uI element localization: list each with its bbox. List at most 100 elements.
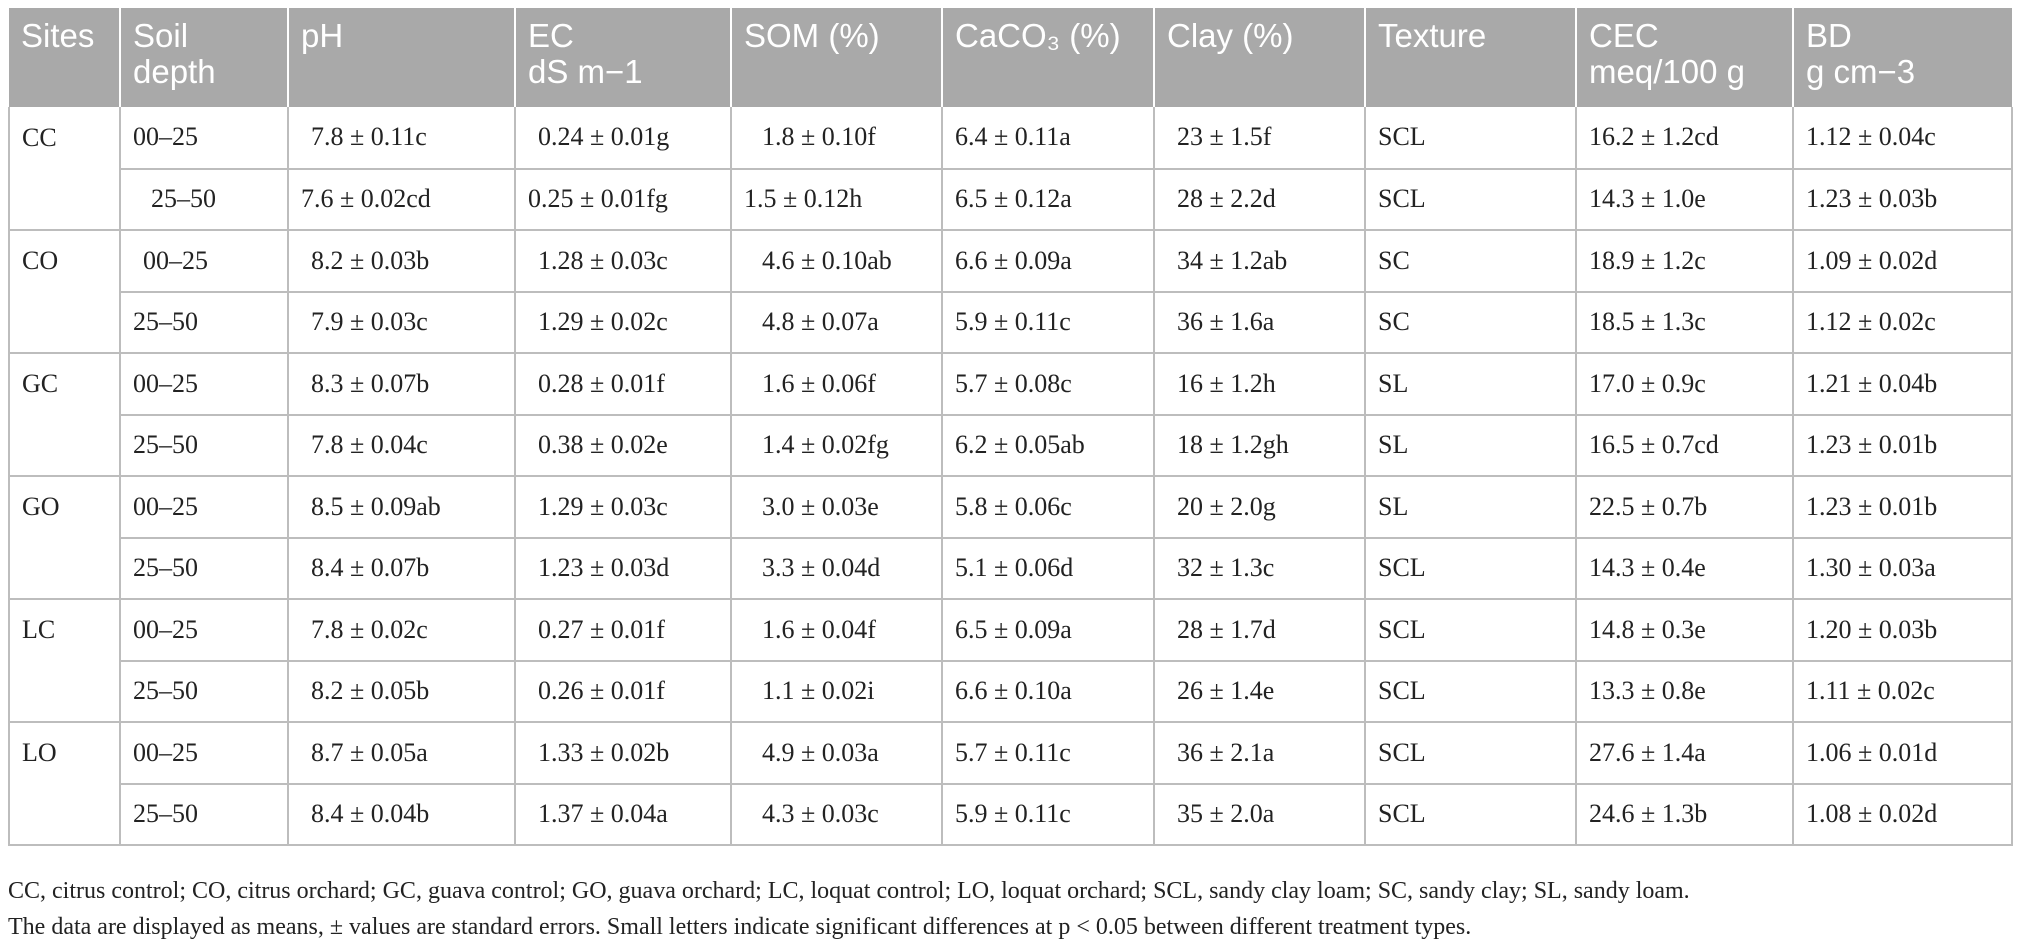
site-cell: GC <box>8 353 121 415</box>
table-cell-cec: 18.5 ± 1.3c <box>1576 291 1794 354</box>
table-cell-ec: 0.27 ± 0.01f <box>515 599 732 662</box>
table-cell-cec: 27.6 ± 1.4a <box>1576 722 1794 785</box>
table-cell-som: 1.5 ± 0.12h <box>731 168 943 231</box>
table-cell-texture: SCL <box>1365 537 1577 600</box>
table-cell-ec: 1.29 ± 0.03c <box>515 476 732 539</box>
table-cell-soil-depth: 00–25 <box>120 353 289 416</box>
table-cell-soil-depth: 25–50 <box>120 537 289 600</box>
table-row: 25–50 8.4 ± 0.04b 1.37 ± 0.04a 4.3 ± 0.03c 5… <box>8 783 2013 846</box>
table-row: CC 00–25 7.8 ± 0.11c 0.24 ± 0.01g 1.8 ± 0.10… <box>8 107 2013 170</box>
table-cell-bd: 1.21 ± 0.04b <box>1793 353 2013 416</box>
table-cell-cec: 18.9 ± 1.2c <box>1576 230 1794 293</box>
column-header-line: meq/100 g <box>1589 53 1745 90</box>
table-row: 25–50 7.8 ± 0.04c 0.38 ± 0.02e 1.4 ± 0.02fg… <box>8 414 2013 477</box>
table-cell-bd: 1.20 ± 0.03b <box>1793 599 2013 662</box>
table-cell-texture: SCL <box>1365 599 1577 662</box>
table-cell-cec: 16.5 ± 0.7cd <box>1576 414 1794 477</box>
site-cell <box>8 168 121 231</box>
table-body: CC 00–25 7.8 ± 0.11c 0.24 ± 0.01g 1.8 ± 0.10… <box>8 107 2013 846</box>
table-cell-cec: 22.5 ± 0.7b <box>1576 476 1794 539</box>
table-cell-texture: SCL <box>1365 660 1577 723</box>
table-cell-ph: 8.4 ± 0.04b <box>288 783 516 846</box>
table-cell-soil-depth: 25–50 <box>120 783 289 846</box>
table-cell-soil-depth: 00–25 <box>120 599 289 662</box>
table-cell-soil-depth: 00–25 <box>120 476 289 539</box>
table-cell-ec: 1.23 ± 0.03d <box>515 537 732 600</box>
column-header-bd: BD g cm−3 <box>1793 8 2012 107</box>
table-cell-texture: SCL <box>1365 168 1577 231</box>
table-cell-som: 4.9 ± 0.03a <box>731 722 943 785</box>
table-cell-texture: SL <box>1365 476 1577 539</box>
site-cell: LO <box>8 722 121 784</box>
table-cell-clay: 36 ± 1.6a <box>1154 291 1366 354</box>
footnote-abbreviations: CC, citrus control; CO, citrus orchard; … <box>8 878 1690 904</box>
table-cell-texture: SCL <box>1365 783 1577 846</box>
table-cell-soil-depth: 25–50 <box>120 660 289 723</box>
table-cell-ph: 8.2 ± 0.05b <box>288 660 516 723</box>
table-row: LC 00–25 7.8 ± 0.02c 0.27 ± 0.01f 1.6 ± 0.04… <box>8 599 2013 662</box>
table-cell-clay: 18 ± 1.2gh <box>1154 414 1366 477</box>
site-cell <box>8 783 121 846</box>
column-header-soil-depth: Soil depth <box>120 8 289 107</box>
table-cell-caco3: 6.6 ± 0.10a <box>942 660 1155 723</box>
table-cell-cec: 17.0 ± 0.9c <box>1576 353 1794 416</box>
table-cell-ec: 1.33 ± 0.02b <box>515 722 732 785</box>
site-cell: CC <box>8 107 121 169</box>
site-cell <box>8 414 121 477</box>
table-cell-clay: 23 ± 1.5f <box>1154 107 1366 170</box>
table-row: 25–50 8.4 ± 0.07b 1.23 ± 0.03d 3.3 ± 0.04d 5… <box>8 537 2013 600</box>
table-cell-caco3: 6.2 ± 0.05ab <box>942 414 1155 477</box>
table-cell-cec: 24.6 ± 1.3b <box>1576 783 1794 846</box>
column-header-ec: EC dS m−1 <box>515 8 732 107</box>
table-cell-clay: 16 ± 1.2h <box>1154 353 1366 416</box>
table-cell-clay: 35 ± 2.0a <box>1154 783 1366 846</box>
soil-properties-table: Sites Soil depth pH EC dS m−1 SOM (%) CaCO₃ (%)… <box>8 8 2013 846</box>
table-cell-clay: 34 ± 1.2ab <box>1154 230 1366 293</box>
site-cell: LC <box>8 599 121 661</box>
column-header-sites: Sites <box>9 8 121 107</box>
table-row: 25–50 8.2 ± 0.05b 0.26 ± 0.01f 1.1 ± 0.02i 6… <box>8 660 2013 723</box>
table-cell-ph: 8.2 ± 0.03b <box>288 230 516 293</box>
table-cell-caco3: 6.5 ± 0.09a <box>942 599 1155 662</box>
site-cell <box>8 537 121 600</box>
table-cell-clay: 36 ± 2.1a <box>1154 722 1366 785</box>
table-cell-bd: 1.23 ± 0.01b <box>1793 476 2013 539</box>
table-cell-som: 1.8 ± 0.10f <box>731 107 943 170</box>
table-cell-caco3: 5.7 ± 0.11c <box>942 722 1155 785</box>
column-header-line: Soil <box>133 17 189 54</box>
table-cell-ec: 0.24 ± 0.01g <box>515 107 732 170</box>
table-cell-soil-depth: 25–50 <box>120 414 289 477</box>
table-cell-ph: 8.3 ± 0.07b <box>288 353 516 416</box>
table-cell-bd: 1.09 ± 0.02d <box>1793 230 2013 293</box>
table-cell-texture: SL <box>1365 414 1577 477</box>
table-cell-texture: SC <box>1365 291 1577 354</box>
table-row: GO 00–25 8.5 ± 0.09ab 1.29 ± 0.03c 3.0 ± 0.0… <box>8 476 2013 539</box>
table-cell-caco3: 5.1 ± 0.06d <box>942 537 1155 600</box>
site-cell <box>8 660 121 723</box>
table-header: Sites Soil depth pH EC dS m−1 SOM (%) CaCO₃ (%)… <box>9 8 2012 107</box>
site-cell: GO <box>8 476 121 538</box>
table-cell-ph: 8.7 ± 0.05a <box>288 722 516 785</box>
site-cell <box>8 291 121 354</box>
column-header-ph: pH <box>288 8 516 107</box>
table-cell-som: 4.8 ± 0.07a <box>731 291 943 354</box>
table-cell-ph: 7.8 ± 0.02c <box>288 599 516 662</box>
table-row: LO 00–25 8.7 ± 0.05a 1.33 ± 0.02b 4.9 ± 0.03… <box>8 722 2013 785</box>
table-row: CO 00–25 8.2 ± 0.03b 1.28 ± 0.03c 4.6 ± 0.10… <box>8 230 2013 293</box>
table-cell-bd: 1.30 ± 0.03a <box>1793 537 2013 600</box>
column-header-line: SOM (%) <box>744 17 880 54</box>
table-cell-caco3: 5.8 ± 0.06c <box>942 476 1155 539</box>
table-cell-ph: 7.9 ± 0.03c <box>288 291 516 354</box>
column-header-line: BD <box>1806 17 1852 54</box>
table-row: GC 00–25 8.3 ± 0.07b 0.28 ± 0.01f 1.6 ± 0.06… <box>8 353 2013 416</box>
table-cell-soil-depth: 00–25 <box>120 722 289 785</box>
column-header-caco3: CaCO₃ (%) <box>942 8 1155 107</box>
column-header-line: Sites <box>21 17 95 54</box>
table-cell-som: 3.3 ± 0.04d <box>731 537 943 600</box>
column-header-cec: CEC meq/100 g <box>1576 8 1794 107</box>
table-cell-bd: 1.23 ± 0.03b <box>1793 168 2013 231</box>
table-cell-soil-depth: 25–50 <box>120 168 289 231</box>
column-header-line: Texture <box>1378 17 1487 54</box>
column-header-line: CaCO₃ (%) <box>955 17 1121 54</box>
table-cell-ph: 7.6 ± 0.02cd <box>288 168 516 231</box>
